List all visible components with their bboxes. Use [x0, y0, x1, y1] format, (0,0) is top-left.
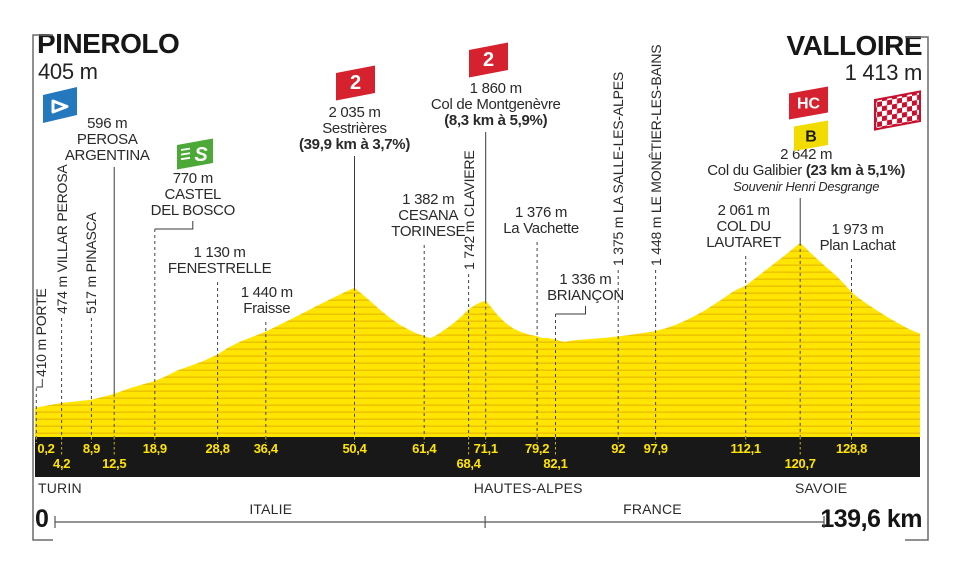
scale-start-value: 0	[35, 505, 49, 533]
start-flag-icon	[40, 84, 80, 133]
waypoint-label-line: 596 m	[87, 115, 128, 132]
bonus-flag-icon: B	[791, 118, 831, 159]
waypoint-label-line: CESANA	[398, 207, 459, 224]
waypoint-label-col-de-montgenevre: 1 860 m Col de Montgenèvre (8,3 km à 5,9%)	[431, 81, 561, 129]
waypoint-label-fraisse: 1 440 m Fraisse	[241, 285, 293, 317]
waypoint-label-line: Fraisse	[243, 300, 291, 317]
waypoint-label-line: TORINESE	[391, 223, 466, 240]
waypoint-label-line: 1 382 m	[402, 191, 455, 208]
waypoint-label-line: LAUTARET	[706, 234, 782, 251]
km-tick-61-4: 61,4	[412, 441, 437, 456]
waypoint-label-col-du-galibier: 2 642 m Col du Galibier (23 km à 5,1%) Sou…	[707, 147, 905, 195]
waypoint-label-cesana-torinese: 1 382 m CESANA TORINESE	[391, 192, 465, 240]
category-2-label: 2	[350, 72, 361, 94]
waypoint-label-fenestrelle: 1 130 m FENESTRELLE	[167, 244, 272, 277]
waypoint-label-line: PEROSA	[76, 131, 138, 148]
finish-city-title: VALLOIRE	[786, 30, 923, 61]
km-tick-128-8: 128,8	[836, 441, 868, 456]
km-tick-112-1: 112,1	[730, 441, 761, 456]
waypoint-label-plan-lachat: 1 973 m Plan Lachat	[820, 222, 896, 254]
waypoint-label-line: 1 376 m	[515, 204, 568, 221]
waypoint-label-line: 2 642 m	[780, 146, 833, 163]
km-tick-8-9: 8,9	[82, 441, 101, 456]
km-tick-18-9: 18,9	[142, 441, 167, 456]
waypoint-label-line: ARGENTINA	[64, 147, 150, 164]
km-tick-97-9: 97,9	[643, 441, 668, 456]
category-2-label: 2	[483, 49, 494, 71]
waypoint-label-line: COL DU	[716, 218, 771, 235]
km-tick-50-4: 50,4	[342, 441, 367, 456]
finish-city-elevation: 1 413 m	[844, 60, 923, 85]
elevation-profile-area	[35, 242, 920, 437]
waypoint-label-line: 1 336 m	[559, 271, 612, 288]
km-tick-4-2: 4,2	[53, 456, 71, 471]
waypoint-label-perosa-argentina: 596 m PEROSA ARGENTINA	[65, 116, 150, 164]
finish-checkered-flag-icon	[872, 88, 924, 139]
km-tick-71-1: 71,1	[473, 441, 498, 456]
waypoint-label-line: Col du Galibier (23 km à 5,1%)	[707, 162, 906, 179]
km-tick-36-4: 36,4	[253, 441, 278, 456]
start-city-title: PINEROLO	[37, 28, 180, 59]
category-2-flag-sestrieres-icon: 2	[333, 63, 377, 108]
waypoint-label-la-vachette: 1 376 m La Vachette	[503, 205, 579, 237]
waypoint-label-line: BRIANÇON	[547, 287, 624, 304]
waypoint-label-line: Col de Montgenèvre	[430, 96, 561, 113]
waypoint-label-briancon: 1 336 m BRIANÇON	[547, 272, 624, 304]
km-tick-28-8: 28,8	[205, 441, 230, 456]
waypoint-label-line: 1 860 m	[469, 80, 522, 97]
waypoint-label-line: CASTEL	[164, 186, 222, 203]
km-tick-92: 92	[611, 441, 626, 456]
sprint-flag-icon: S	[174, 136, 216, 177]
waypoint-label-line: 1 130 m	[193, 244, 246, 261]
waypoint-label-line: 770 m	[172, 170, 214, 187]
waypoint-label-line: 2 035 m	[328, 104, 381, 121]
category-2-flag-montgenevre-icon: 2	[466, 40, 510, 85]
left-frame-bracket	[32, 34, 53, 541]
scale-total-distance: 139,6 km	[820, 505, 922, 533]
km-tick-0-2: 0,2	[37, 441, 55, 456]
start-city-elevation: 405 m	[38, 59, 98, 84]
hc-label: HC	[797, 96, 821, 113]
country-label-france: FRANCE	[623, 501, 682, 517]
waypoint-label-line: (8,3 km à 5,9%)	[444, 112, 548, 129]
region-label-hautes-alpes: HAUTES-ALPES	[473, 480, 583, 496]
waypoint-label-line: Sestrières	[322, 120, 387, 137]
right-frame-bracket	[905, 36, 929, 541]
km-tick-79-2: 79,2	[525, 441, 550, 456]
km-tick-120-7: 120,7	[784, 456, 816, 471]
waypoint-label-castel-del-bosco: 770 m CASTEL DEL BOSCO	[150, 170, 236, 219]
waypoint-label-line: DEL BOSCO	[150, 202, 236, 219]
waypoint-label-line: Souvenir Henri Desgrange	[733, 179, 880, 194]
waypoint-label-line: La Vachette	[503, 220, 579, 237]
km-tick-68-4: 68,4	[456, 456, 481, 471]
waypoint-label-line: 1 973 m	[831, 221, 884, 238]
hc-climb-flag-icon: HC	[786, 84, 830, 127]
waypoint-label-line: 2 061 m	[717, 202, 770, 219]
distance-bar	[35, 437, 920, 477]
waypoint-label-col-du-lautaret: 2 061 m COL DU LAUTARET	[706, 203, 781, 251]
waypoint-label-line: FENESTRELLE	[167, 260, 272, 277]
region-label-savoie: SAVOIE	[794, 480, 848, 496]
country-label-italie: ITALIE	[249, 501, 293, 517]
waypoint-label-line: Plan Lachat	[819, 237, 896, 254]
bonus-label: B	[805, 129, 817, 146]
km-tick-82-1: 82,1	[543, 456, 568, 471]
waypoint-label-sestrieres: 2 035 m Sestrières (39,9 km à 3,7%)	[299, 105, 410, 153]
region-label-turin: TURIN	[38, 480, 82, 496]
waypoint-label-line: 1 440 m	[240, 284, 293, 301]
km-tick-12-5: 12,5	[102, 456, 127, 471]
sprint-flag-letter: S	[194, 144, 208, 166]
waypoint-label-line: (39,9 km à 3,7%)	[298, 136, 411, 153]
